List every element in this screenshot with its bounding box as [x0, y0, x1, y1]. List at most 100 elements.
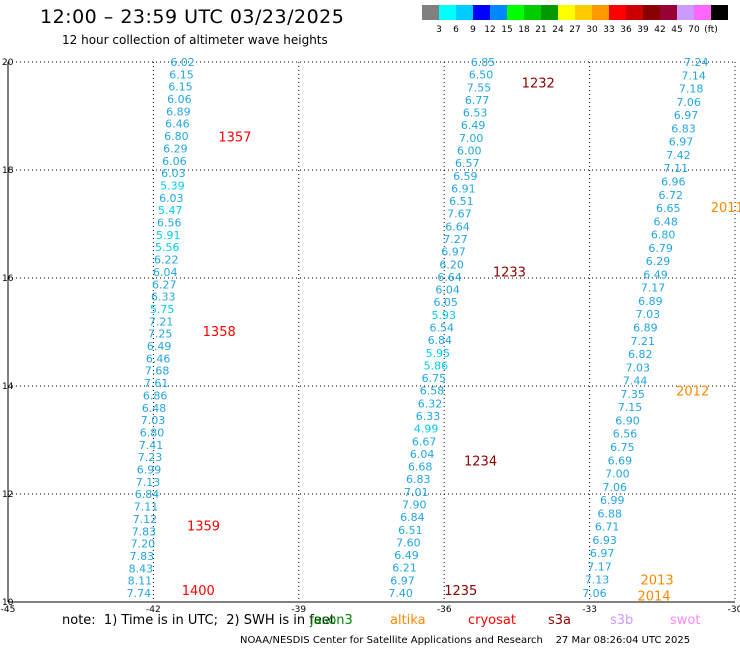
wave-height-value: 7.15	[618, 401, 643, 414]
wave-height-value: 7.40	[388, 587, 413, 600]
wave-height-value: 7.41	[139, 439, 164, 452]
wave-height-value: 6.99	[137, 464, 162, 477]
time-label: 1235	[444, 584, 477, 599]
time-label: 1359	[187, 519, 220, 534]
scale-label: 36	[620, 25, 632, 35]
wave-height-value: 6.48	[142, 402, 167, 415]
wave-height-value: 6.80	[140, 426, 165, 439]
scale-label: 33	[603, 25, 615, 35]
wave-height-value: 6.27	[152, 278, 177, 291]
wave-height-value: 6.49	[643, 268, 668, 281]
wave-height-value: 5.56	[155, 241, 180, 254]
wave-height-value: 6.84	[135, 488, 160, 501]
wave-height-value: 6.49	[147, 340, 172, 353]
wave-height-value: 6.56	[157, 217, 182, 230]
wave-height-value: 6.89	[633, 322, 658, 335]
scale-swatch	[524, 5, 541, 20]
wave-height-value: 6.59	[453, 170, 478, 183]
scale-label: 18	[518, 25, 530, 35]
scale-swatch	[541, 5, 558, 20]
scale-swatch	[490, 5, 507, 20]
scale-swatch	[711, 5, 728, 20]
wave-height-value: 7.90	[402, 499, 427, 512]
footer-credit: NOAA/NESDIS Center for Satellite Applica…	[240, 635, 691, 646]
wave-height-value: 7.17	[587, 560, 612, 573]
wave-height-value: 4.99	[414, 423, 439, 436]
wave-height-value: 5.95	[426, 347, 451, 360]
wave-height-value: 6.67	[412, 435, 437, 448]
wave-height-value: 6.89	[638, 295, 663, 308]
x-tick-label: -30	[728, 605, 740, 615]
wave-height-value: 7.67	[447, 208, 472, 221]
wave-height-value: 6.99	[600, 494, 625, 507]
scale-label: 21	[535, 25, 547, 35]
wave-height-value: 6.46	[165, 118, 190, 131]
wave-height-value: 6.04	[153, 266, 178, 279]
wave-height-value: 6.56	[613, 428, 638, 441]
wave-height-value: 6.97	[674, 109, 699, 122]
wave-height-value: 6.06	[167, 93, 192, 106]
wave-height-value: 7.03	[625, 361, 650, 374]
wave-height-value: 7.14	[681, 69, 706, 82]
wave-height-value: 6.20	[439, 258, 464, 271]
wave-height-value: 6.97	[590, 547, 615, 560]
wave-height-value: 6.77	[465, 94, 490, 107]
time-label: 1232	[522, 77, 555, 92]
wave-height-value: 7.11	[664, 162, 689, 175]
y-tick-label: 10	[2, 598, 14, 608]
mission-label-cryosat: cryosat	[468, 613, 516, 628]
x-tick-label: -45	[1, 605, 16, 615]
scale-swatch	[592, 5, 609, 20]
wave-height-value: 7.25	[148, 328, 173, 341]
wave-height-value: 7.06	[603, 481, 628, 494]
wave-height-value: 7.00	[459, 132, 484, 145]
wave-height-value: 6.15	[168, 81, 193, 94]
scale-label: 70	[688, 25, 700, 35]
wave-height-value: 7.06	[676, 96, 701, 109]
chart-title: 12:00 – 23:59 UTC 03/23/2025	[40, 6, 345, 28]
time-label: 1233	[493, 266, 526, 281]
wave-height-value: 6.54	[430, 322, 455, 335]
wave-height-value: 7.00	[605, 468, 630, 481]
wave-height-value: 6.97	[441, 246, 466, 259]
wave-height-value: 6.79	[648, 242, 673, 255]
wave-height-value: 6.64	[445, 220, 470, 233]
wave-height-value: 7.44	[623, 375, 648, 388]
wave-height-value: 5.93	[431, 309, 456, 322]
wave-height-value: 6.90	[615, 414, 640, 427]
wave-height-value: 6.80	[164, 130, 189, 143]
wave-height-value: 6.75	[422, 372, 447, 385]
wave-height-value: 7.42	[666, 149, 691, 162]
wave-height-value: 5.86	[424, 359, 449, 372]
scale-label: 42	[654, 25, 666, 35]
wave-height-value: 7.83	[132, 525, 157, 538]
wave-height-value: 6.29	[163, 142, 188, 155]
time-label: 1234	[464, 455, 497, 470]
scale-swatch	[507, 5, 524, 20]
wave-height-value: 6.02	[170, 56, 195, 69]
time-label: 1400	[182, 584, 215, 599]
wave-height-value: 6.84	[400, 511, 425, 524]
x-tick-label: -36	[437, 605, 452, 615]
scale-unit-label: (ft)	[704, 25, 718, 35]
scale-swatch	[660, 5, 677, 20]
wave-height-value: 6.21	[392, 562, 417, 575]
scale-swatch	[422, 5, 439, 20]
wave-height-value: 6.03	[159, 192, 184, 205]
mission-label-jason3: jason3	[310, 613, 353, 628]
wave-height-value: 7.11	[134, 501, 159, 514]
scale-label: 24	[552, 25, 564, 35]
scale-label: 3	[436, 25, 442, 35]
wave-height-value: 6.15	[169, 68, 194, 81]
wave-height-value: 5.39	[160, 179, 185, 192]
wave-height-value: 7.60	[396, 536, 421, 549]
wave-height-value: 7.12	[133, 513, 158, 526]
wave-height-value: 7.61	[144, 377, 169, 390]
wave-height-value: 6.03	[161, 167, 186, 180]
wave-height-value: 7.13	[136, 476, 161, 489]
scale-swatch	[456, 5, 473, 20]
wave-height-value: 8.43	[129, 562, 154, 575]
scale-label: 15	[501, 25, 513, 35]
scale-label: 30	[586, 25, 598, 35]
